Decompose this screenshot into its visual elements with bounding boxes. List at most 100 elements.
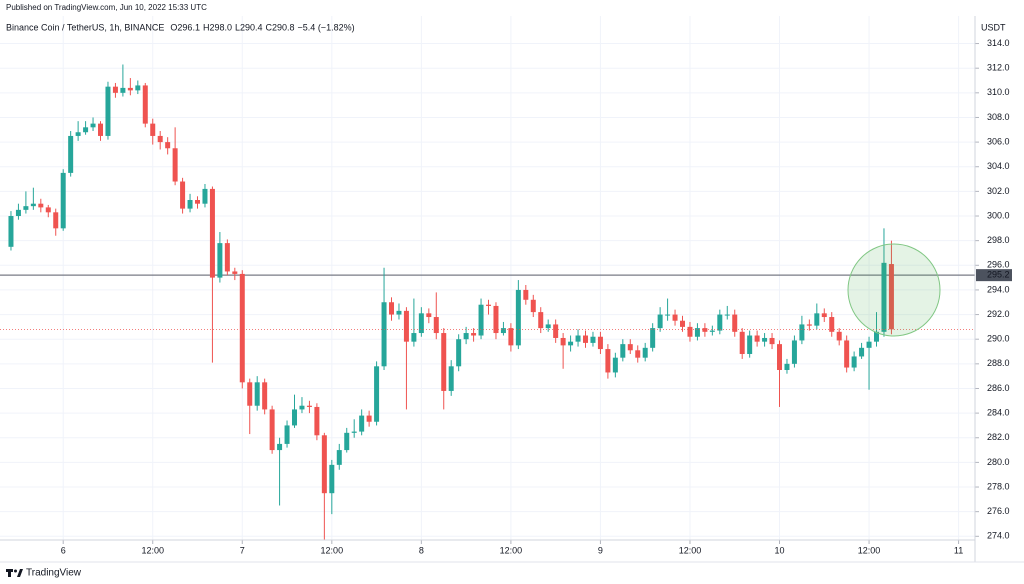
y-tick-label: 286.0: [987, 383, 1010, 393]
candle-body: [441, 333, 447, 391]
candle-body: [642, 347, 648, 358]
candle-body: [224, 243, 230, 272]
candle-body: [471, 333, 477, 336]
candle-body: [747, 335, 753, 354]
y-unit: USDT: [981, 22, 1006, 32]
candle-body: [866, 341, 872, 348]
candle-body: [665, 314, 671, 316]
x-tick-label: 8: [419, 545, 424, 555]
x-tick-label: 12:00: [321, 545, 344, 555]
candle-body: [724, 314, 730, 316]
candle-body: [366, 415, 372, 422]
candle-body: [321, 435, 327, 494]
candle-body: [120, 87, 126, 93]
x-tick-label: 12:00: [141, 545, 164, 555]
x-tick-label: 12:00: [858, 545, 881, 555]
x-tick-label: 10: [774, 545, 784, 555]
candle-body: [821, 313, 827, 318]
candle-body: [98, 123, 104, 136]
candle-body: [627, 344, 633, 351]
candle-body: [888, 264, 894, 330]
candle-body: [187, 200, 193, 209]
y-tick-label: 314.0: [987, 38, 1010, 48]
candle-body: [836, 331, 842, 341]
candle-body: [150, 123, 156, 136]
candle-body: [433, 317, 439, 334]
candle-body: [702, 328, 708, 332]
y-tick-label: 310.0: [987, 87, 1010, 97]
candle-body: [493, 305, 499, 334]
candle-body: [545, 324, 551, 329]
candle-body: [180, 181, 186, 209]
y-tick-label: 276.0: [987, 506, 1010, 516]
candle-body: [262, 382, 268, 410]
plot-area: 274.0 276.0 278.0 280.0 282.0 284.0 286.0 288.0…: [0, 16, 1010, 555]
candle-body: [784, 363, 790, 370]
hline-label: 295.2: [987, 270, 1010, 280]
y-tick-label: 296.0: [987, 260, 1010, 270]
logo-part: [17, 569, 23, 577]
candle-body: [575, 335, 581, 342]
y-tick-label: 306.0: [987, 136, 1010, 146]
candle-body: [754, 335, 760, 342]
candle-body: [195, 200, 201, 204]
candle-body: [874, 331, 880, 342]
x-tick-label: 7: [240, 545, 245, 555]
candle-body: [277, 443, 283, 451]
candle-body: [381, 302, 387, 367]
logo-part: [8, 569, 11, 577]
candle-body: [478, 304, 484, 336]
candle-body: [247, 382, 253, 406]
y-tick-label: 284.0: [987, 407, 1010, 417]
candle-body: [814, 313, 820, 326]
candle-body: [38, 203, 44, 208]
y-tick-label: 292.0: [987, 309, 1010, 319]
candle-body: [30, 203, 36, 207]
chart-header: Binance Coin / TetherUS, 1h, BINANCE O29…: [6, 22, 355, 32]
candle-body: [299, 405, 305, 410]
candle-body: [553, 324, 559, 338]
candle-body: [448, 366, 454, 391]
y-tick-label: 290.0: [987, 334, 1010, 344]
candle-body: [202, 188, 208, 204]
y-tick-label: 302.0: [987, 186, 1010, 196]
candle-body: [851, 356, 857, 368]
x-tick-label: 9: [598, 545, 603, 555]
footer-logo: [6, 569, 23, 577]
ohlc-value: C290.8: [266, 22, 295, 32]
candle-body: [709, 330, 715, 332]
candle-body: [157, 135, 163, 143]
y-tick-label: 274.0: [987, 531, 1010, 541]
candle-body: [463, 333, 469, 340]
candle-body: [515, 289, 521, 346]
candle-body: [680, 320, 686, 327]
candle-body: [717, 314, 723, 331]
candle-body: [560, 337, 566, 346]
x-tick-label: 12:00: [679, 545, 702, 555]
candle-body: [396, 310, 402, 315]
candle-body: [53, 212, 59, 229]
y-tick-label: 294.0: [987, 284, 1010, 294]
chart-title: Binance Coin / TetherUS, 1h, BINANCE: [6, 22, 164, 32]
candle-body: [105, 86, 111, 136]
candle-body: [500, 328, 506, 334]
y-tick-label: 300.0: [987, 210, 1010, 220]
candle-body: [60, 172, 66, 229]
candle-body: [777, 344, 783, 370]
y-tick-label: 304.0: [987, 161, 1010, 171]
x-tick-label: 11: [954, 545, 963, 555]
candle-body: [314, 406, 320, 436]
candle-body: [112, 86, 118, 93]
candle-body: [418, 313, 424, 334]
candle-body: [403, 310, 409, 342]
candle-body: [83, 127, 89, 133]
candle-body: [284, 425, 290, 444]
candle-body: [209, 188, 215, 278]
y-tick-label: 280.0: [987, 457, 1010, 467]
candle-body: [672, 314, 678, 321]
ohlc-value: H298.0: [203, 22, 232, 32]
y-tick-label: 282.0: [987, 432, 1010, 442]
candle-body: [694, 328, 700, 337]
candle-body: [762, 337, 768, 342]
candle-body: [426, 313, 432, 318]
